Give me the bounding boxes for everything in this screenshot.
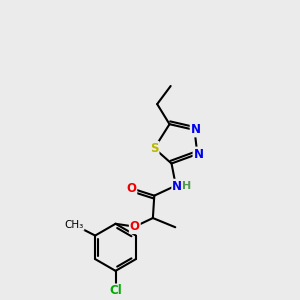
- Text: N: N: [190, 123, 201, 136]
- Text: N: N: [194, 148, 203, 160]
- Text: N: N: [172, 180, 182, 193]
- Text: O: O: [130, 220, 140, 233]
- Text: O: O: [126, 182, 136, 195]
- Text: CH₃: CH₃: [64, 220, 84, 230]
- Text: H: H: [182, 181, 191, 191]
- Text: Cl: Cl: [109, 284, 122, 297]
- Text: S: S: [150, 142, 159, 155]
